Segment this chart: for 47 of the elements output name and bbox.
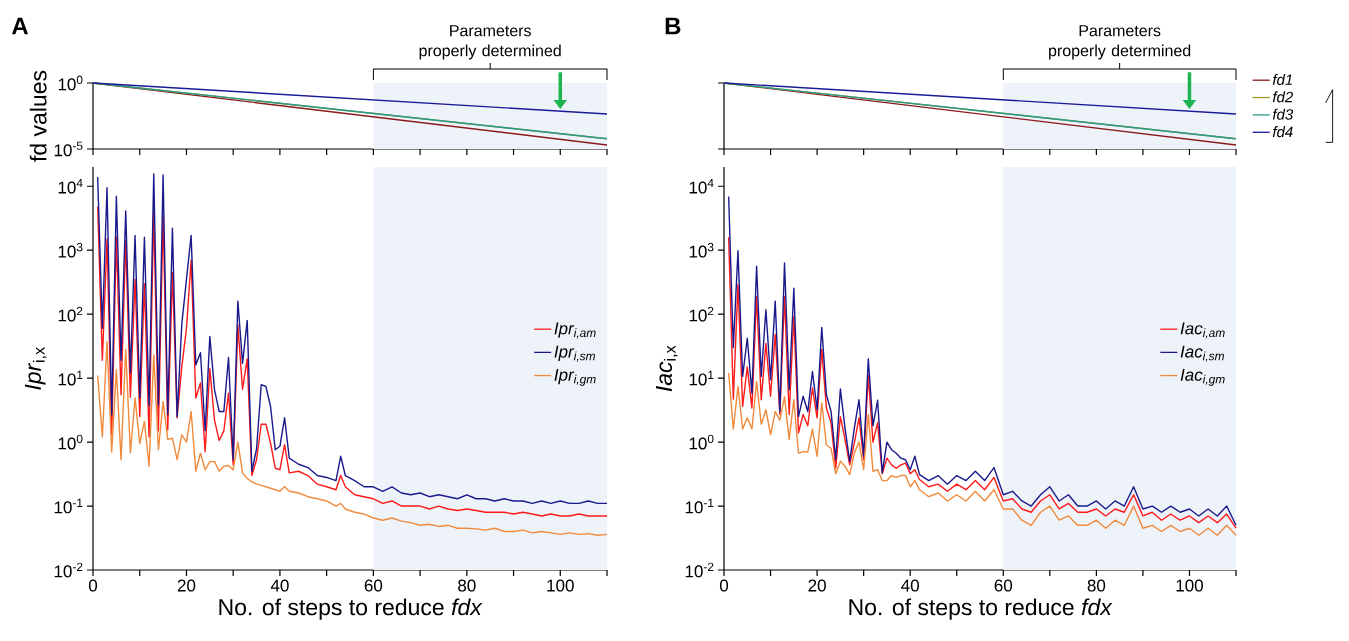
band-label: Parameters properly determined <box>419 25 561 60</box>
x-tick-label: 80 <box>458 579 476 592</box>
chart-title: B <box>665 17 681 35</box>
legend-label: fd4 <box>1272 126 1293 138</box>
y-tick-label: 10$^{-1}$ <box>685 498 714 514</box>
y-axis-title: fd values <box>29 70 47 162</box>
chart-title: A <box>11 17 29 35</box>
y-tick-label: 10$^{1}$ <box>58 370 83 386</box>
legend-label: Iac$_{i,gm}$ <box>1180 368 1225 386</box>
x-axis-title: No. of steps to reduce fdx <box>849 598 1113 620</box>
y-axis-title: Ipr$_{i,x}$ <box>25 347 47 390</box>
x-tick-label: 40 <box>901 579 919 592</box>
y-tick-label: 10$^{4}$ <box>689 178 714 194</box>
y-tick-label: 10$^{4}$ <box>58 178 83 194</box>
x-tick-label: 40 <box>270 579 289 592</box>
x-tick-label: 0 <box>719 579 729 592</box>
x-tick-label: 0 <box>88 579 98 592</box>
x-tick-label: 100 <box>1176 579 1203 592</box>
y-tick-label: 10$^{3}$ <box>58 242 83 258</box>
legend-label: fd3 <box>1272 108 1294 120</box>
y-tick-label: 10$^{2}$ <box>58 306 83 322</box>
legend-label: Ipr$_{i,gm}$ <box>554 368 596 386</box>
x-tick-label: 60 <box>994 579 1013 592</box>
y-tick-label: 10$^{0}$ <box>58 75 83 91</box>
y-tick-label: 10$^{0}$ <box>689 434 714 450</box>
x-tick-label: 100 <box>547 579 574 592</box>
y-tick-label: 10$^{-5}$ <box>54 141 83 157</box>
x-tick-label: 20 <box>808 579 826 592</box>
y-tick-label: 10$^{1}$ <box>689 370 714 386</box>
y-tick-label: 10$^{-1}$ <box>54 498 83 514</box>
legend-label: Ipr$_{i,sm}$ <box>554 345 595 362</box>
x-tick-label: 80 <box>1087 579 1106 592</box>
y-tick-label: 10$^{3}$ <box>689 242 714 258</box>
y-tick-label: 10$^{-2}$ <box>685 562 714 578</box>
y-tick-label: 10$^{-2}$ <box>54 562 83 578</box>
x-tick-label: 20 <box>177 579 196 592</box>
y-axis-title: Iac$_{i,x}$ <box>656 345 678 392</box>
legend-label: fd2 <box>1272 91 1294 103</box>
legend-label: Iac$_{i,sm}$ <box>1180 345 1224 362</box>
y-tick-label: 10$^{2}$ <box>689 306 714 322</box>
legend-label: Ipr$_{i,am}$ <box>554 322 596 339</box>
x-axis-title: No. of steps to reduce fdx <box>219 598 483 620</box>
band-label: Parameters properly determined <box>1049 25 1191 60</box>
legend-label: fd1 <box>1272 74 1292 86</box>
legend-label: Iac$_{i,am}$ <box>1180 322 1225 339</box>
x-tick-label: 60 <box>364 579 383 592</box>
y-tick-label: 10$^{0}$ <box>58 434 83 450</box>
